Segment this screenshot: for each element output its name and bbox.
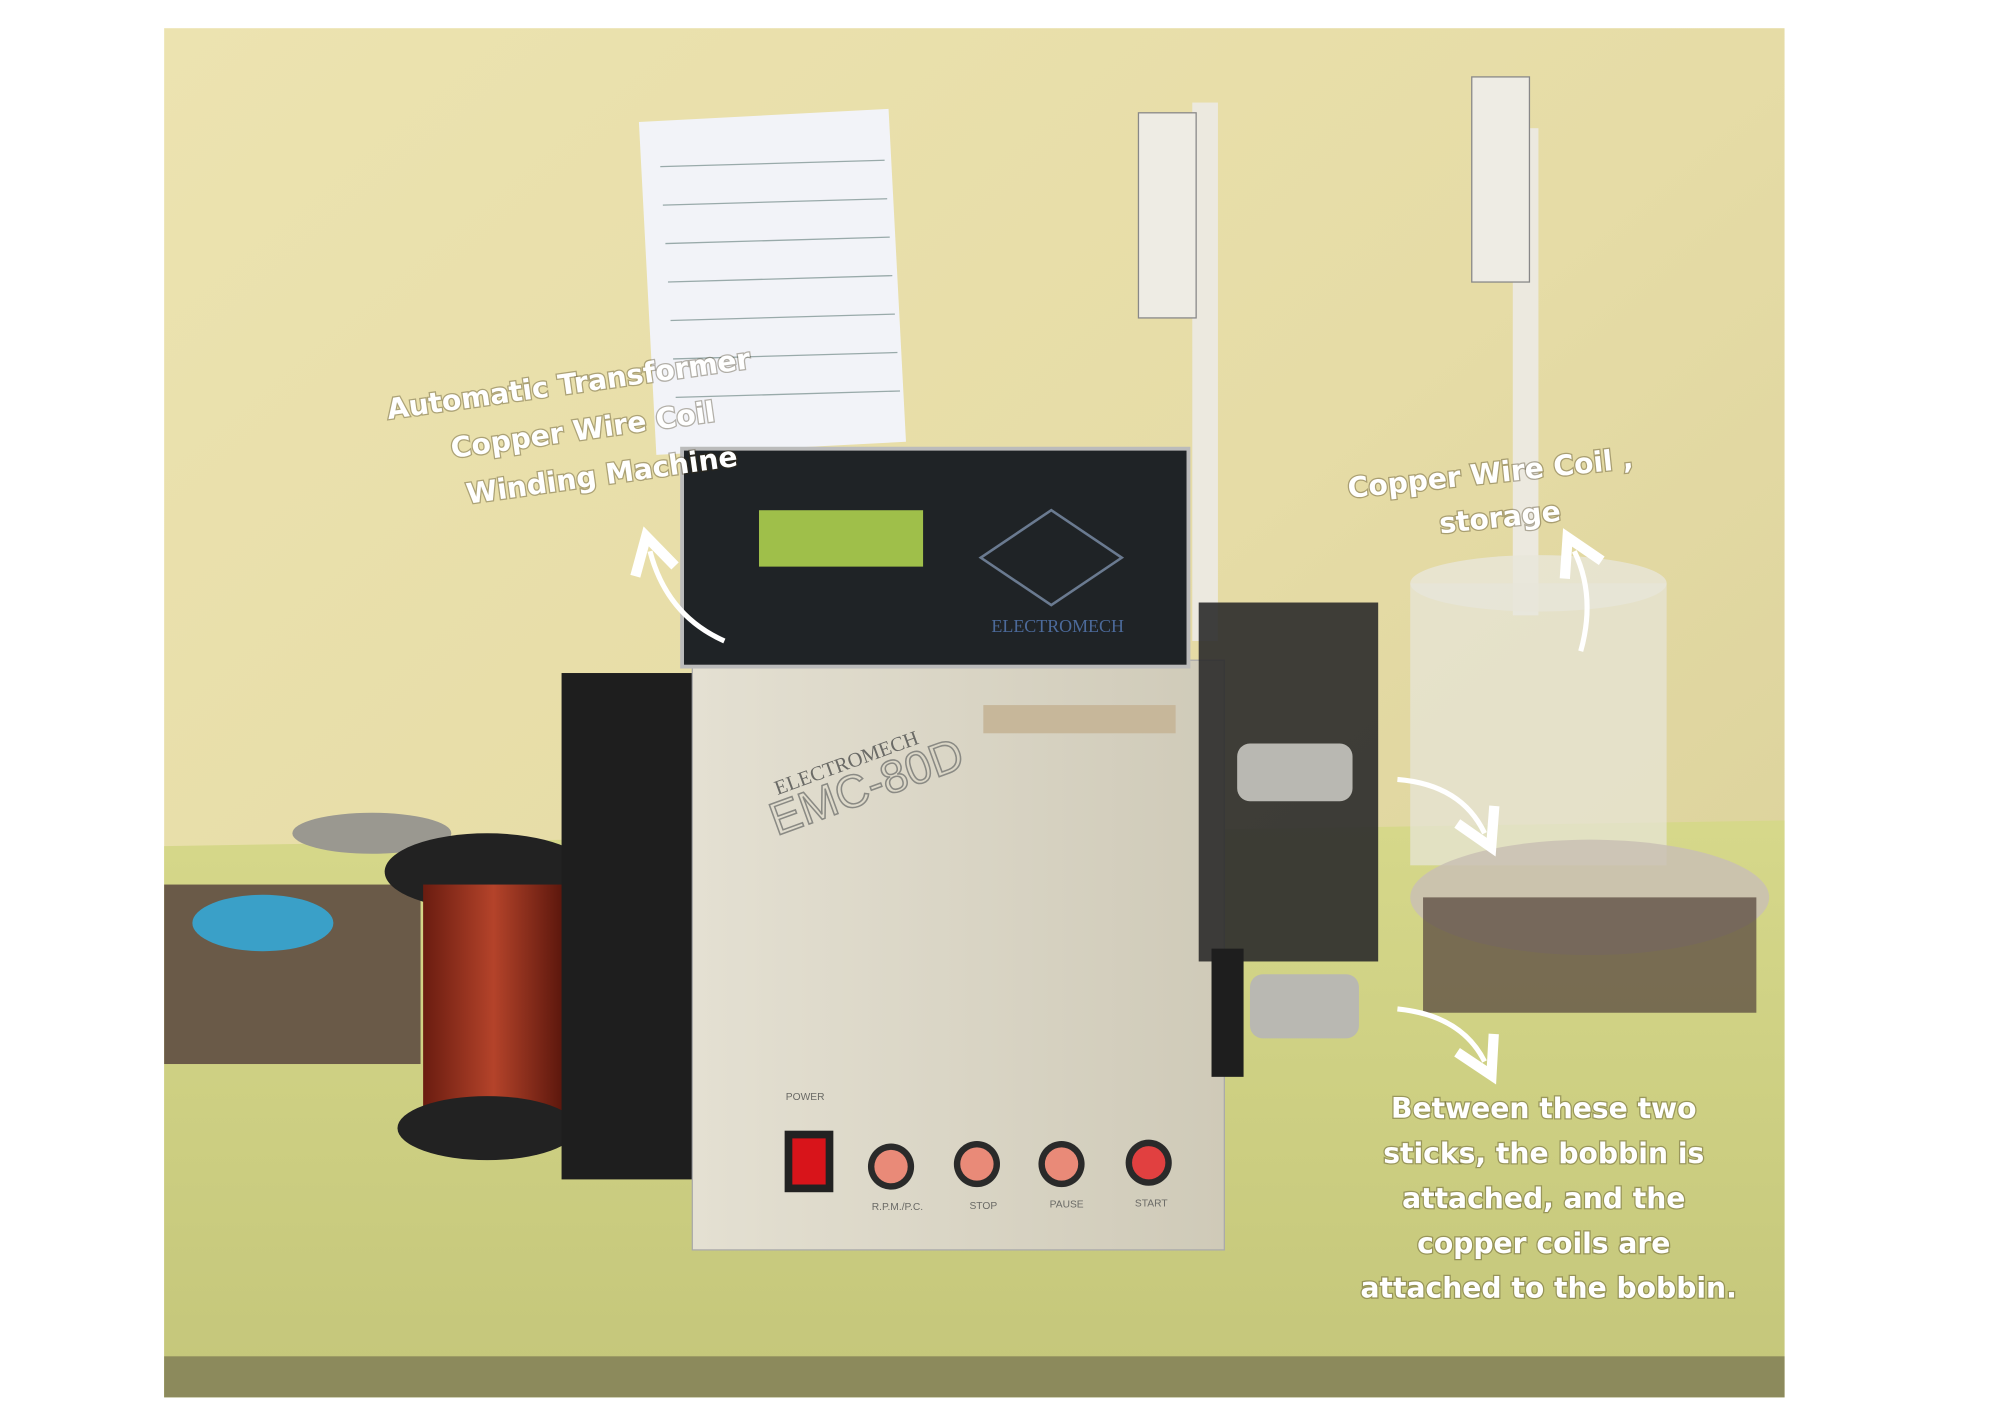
annotation-line: sticks, the bobbin is bbox=[1383, 1137, 1704, 1170]
annotation-line: attached, and the bbox=[1402, 1182, 1685, 1215]
bowl bbox=[192, 894, 334, 952]
button-label: PAUSE bbox=[1050, 1200, 1084, 1211]
tensioner bbox=[1137, 112, 1197, 319]
button-label: R.P.M./P.C. bbox=[872, 1202, 923, 1213]
annotation-line: attached to the bobbin. bbox=[1361, 1272, 1737, 1305]
button-label: START bbox=[1135, 1198, 1168, 1209]
bobbins bbox=[1423, 897, 1757, 1013]
arrow bbox=[650, 551, 726, 644]
power-light bbox=[792, 1138, 826, 1185]
photo: ELECTROMECH EMC-80D POWER R.P.M./P.C. ST… bbox=[164, 28, 1785, 1398]
arrow bbox=[1574, 551, 1587, 652]
spindle bbox=[1237, 743, 1353, 802]
buttons bbox=[867, 1139, 1172, 1190]
spool-base bbox=[397, 1096, 577, 1161]
tailstock bbox=[1211, 948, 1244, 1077]
annotation-line: Between these two bbox=[1391, 1092, 1696, 1125]
arrow bbox=[1397, 1006, 1484, 1062]
copper-spool bbox=[423, 884, 565, 1129]
tin bbox=[292, 812, 452, 854]
spindle bbox=[1249, 974, 1359, 1039]
annotation-line: copper coils are bbox=[1417, 1227, 1670, 1260]
annotation: Between these two sticks, the bobbin is … bbox=[1361, 1092, 1737, 1304]
table-edge bbox=[164, 1356, 1785, 1398]
sticker bbox=[983, 705, 1176, 734]
button-label: STOP bbox=[969, 1201, 997, 1212]
power-label: POWER bbox=[786, 1092, 825, 1103]
paper-lines bbox=[660, 159, 901, 399]
paper-sheet bbox=[638, 108, 906, 455]
lcd-display bbox=[758, 510, 924, 567]
tensioner bbox=[1471, 76, 1531, 283]
arrow bbox=[1397, 776, 1484, 833]
controller-brand: ELECTROMECH bbox=[991, 616, 1124, 636]
keypad bbox=[978, 508, 1125, 607]
storage-container bbox=[1410, 583, 1667, 866]
